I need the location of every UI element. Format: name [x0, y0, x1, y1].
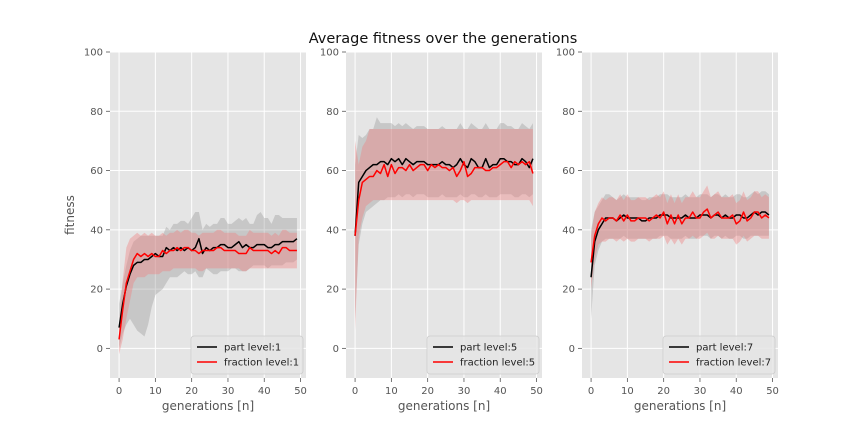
x-tick-label: 0 [116, 386, 122, 397]
y-tick-label: 100 [556, 48, 575, 59]
x-tick-label: 50 [294, 386, 307, 397]
y-tick-label: 100 [84, 48, 103, 59]
series-line-1 [354, 157, 534, 236]
x-tick-label: 50 [530, 386, 543, 397]
chart-panel-2: 0 10 20 30 40 50 0 20 40 60 80 100 generations [n] pa… [320, 48, 543, 414]
x-tick-label: 0 [352, 386, 358, 397]
series-group [590, 185, 770, 319]
x-axis-label: generations [n] [398, 399, 490, 413]
plot-area [110, 52, 306, 378]
y-tick-label: 80 [326, 107, 339, 118]
y-tick-label: 60 [562, 166, 575, 177]
series-line-2 [590, 208, 770, 263]
y-tick-label: 20 [562, 285, 575, 296]
chart-panel-1: 0 10 20 30 40 50 0 20 40 60 80 100 generations [n] fi… [63, 48, 307, 414]
legend-label-1: part level:5 [460, 343, 517, 354]
y-tick-label: 0 [569, 344, 575, 355]
x-tick-label: 50 [766, 386, 779, 397]
x-tick-label: 10 [621, 386, 634, 397]
x-tick-label: 10 [385, 386, 398, 397]
series-line-1 [118, 237, 298, 328]
y-tick-label: 80 [562, 107, 575, 118]
x-axis-label: generations [n] [162, 399, 254, 413]
y-tick-label: 40 [562, 225, 575, 236]
legend: part level:1 fraction level:1 [190, 335, 304, 375]
legend-label-1: part level:1 [224, 343, 281, 354]
y-tick-label: 20 [90, 285, 103, 296]
y-tick-label: 80 [90, 107, 103, 118]
x-axis-label: generations [n] [634, 399, 726, 413]
series-line-2 [118, 246, 297, 340]
legend: part level:7 fraction level:7 [662, 335, 776, 375]
legend-box [662, 335, 776, 375]
x-tick-label: 0 [588, 386, 594, 397]
x-tick-label: 40 [494, 386, 507, 397]
series-group [118, 212, 298, 355]
y-tick-label: 0 [97, 344, 103, 355]
plot-area [346, 52, 542, 378]
x-tick-label: 40 [258, 386, 271, 397]
x-tick-label: 20 [657, 386, 670, 397]
series-line-2 [354, 160, 534, 236]
legend-label-2: fraction level:5 [460, 358, 535, 369]
y-tick-label: 40 [326, 225, 339, 236]
y-tick-label: 100 [320, 48, 339, 59]
series-band-1 [591, 191, 769, 319]
y-axis-label: fitness [63, 195, 77, 235]
y-tick-label: 60 [326, 166, 339, 177]
series-band-2 [591, 185, 769, 290]
chart-panel-3: 0 10 20 30 40 50 0 20 40 60 80 100 generations [n] pa… [556, 48, 779, 414]
x-tick-label: 10 [149, 386, 162, 397]
x-tick-label: 30 [694, 386, 707, 397]
y-tick-label: 20 [326, 285, 339, 296]
series-band-2 [119, 229, 297, 355]
legend-label-2: fraction level:1 [224, 358, 299, 369]
x-tick-label: 20 [185, 386, 198, 397]
y-tick-label: 60 [90, 166, 103, 177]
x-tick-label: 30 [458, 386, 471, 397]
x-tick-label: 30 [222, 386, 235, 397]
series-band-2 [355, 129, 533, 331]
legend: part level:5 fraction level:5 [426, 335, 540, 375]
legend-box [426, 335, 540, 375]
y-tick-label: 0 [333, 344, 339, 355]
x-tick-label: 40 [730, 386, 743, 397]
y-tick-label: 40 [90, 225, 103, 236]
series-band-1 [119, 212, 297, 349]
x-tick-label: 20 [421, 386, 434, 397]
legend-label-1: part level:7 [696, 343, 753, 354]
series-group [354, 117, 534, 331]
figure-title: Average fitness over the generations [308, 31, 578, 47]
legend-label-2: fraction level:7 [696, 358, 771, 369]
legend-box [190, 335, 304, 375]
